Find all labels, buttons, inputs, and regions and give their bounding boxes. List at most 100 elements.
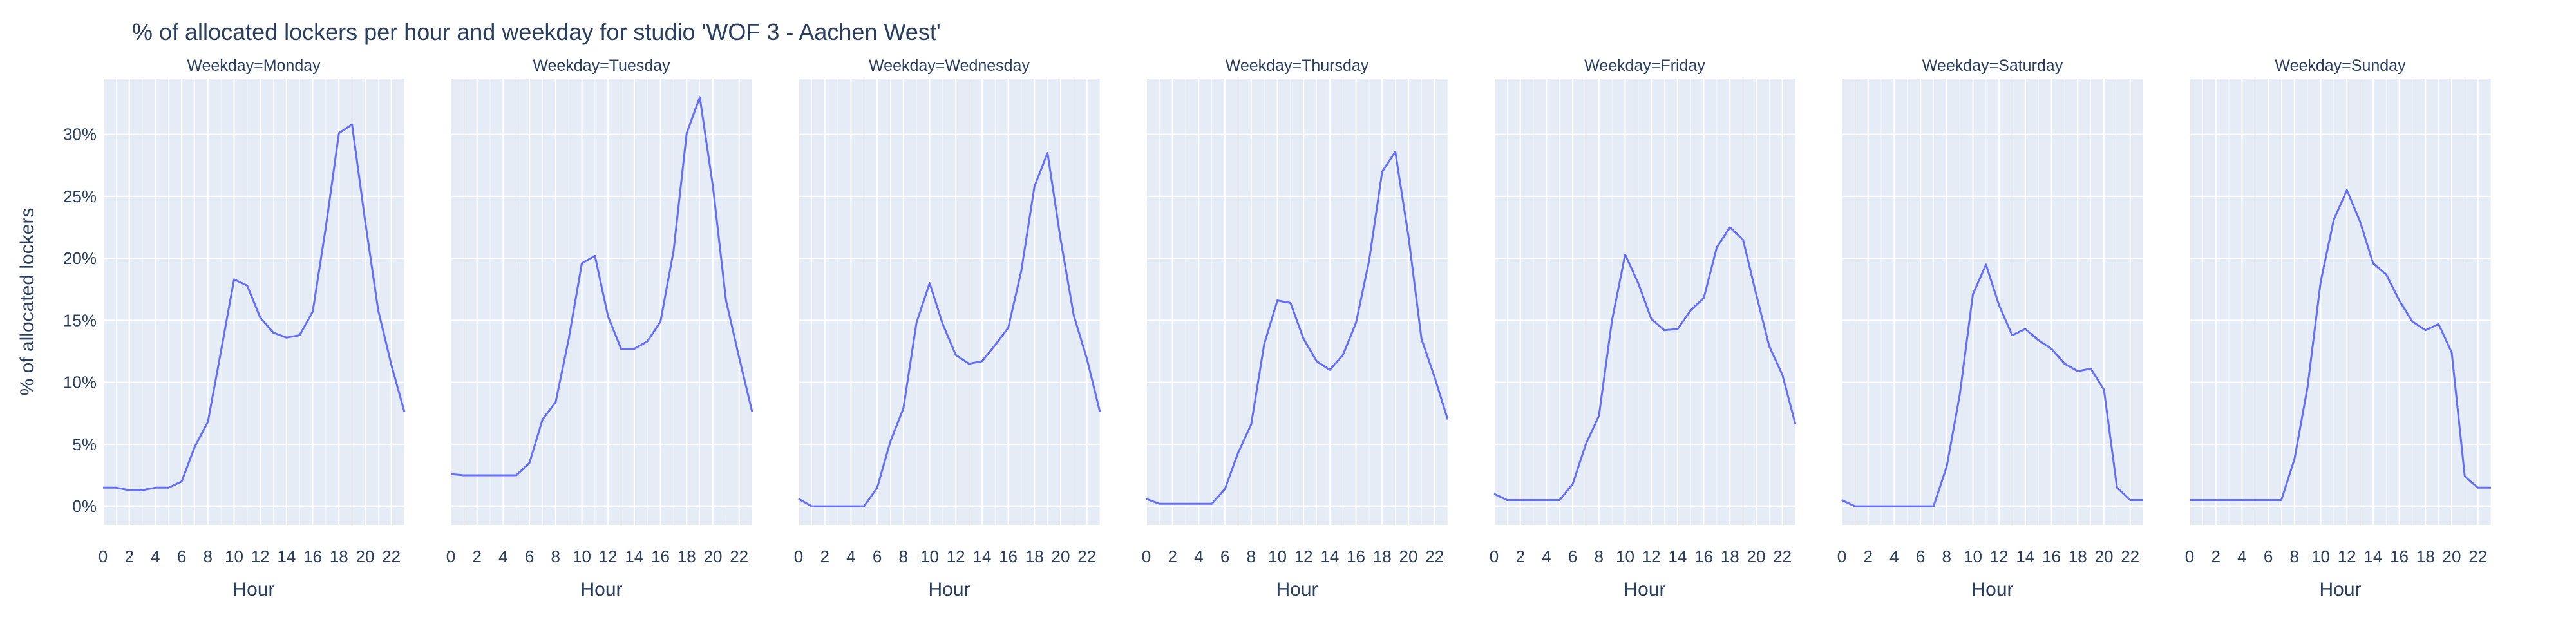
x-tick-label: 6 <box>177 547 186 566</box>
x-tick-label: 14 <box>625 547 643 566</box>
x-tick-label: 6 <box>1568 547 1577 566</box>
x-tick-label: 4 <box>151 547 160 566</box>
x-tick-label: 16 <box>2390 547 2409 566</box>
x-tick-label: 2 <box>1515 547 1524 566</box>
y-tick-label: 10% <box>63 373 97 392</box>
x-tick-label: 6 <box>1916 547 1925 566</box>
x-tick-label: 22 <box>2468 547 2487 566</box>
x-tick-label: 4 <box>2237 547 2246 566</box>
x-tick-label: 6 <box>525 547 534 566</box>
facet-label-monday: Weekday=Monday <box>187 57 321 75</box>
x-tick-label: 10 <box>2311 547 2330 566</box>
x-tick-label: 8 <box>204 547 213 566</box>
x-axis-title-sunday: Hour <box>2319 579 2361 600</box>
x-tick-label: 8 <box>1595 547 1604 566</box>
x-tick-label: 12 <box>251 547 270 566</box>
panel-monday: Weekday=Monday 0 2 4 6 8 10 12 14 16 18 20 22 Hour 0% 5… <box>63 57 406 600</box>
x-tick-label: 14 <box>2016 547 2034 566</box>
x-tick-label: 2 <box>472 547 481 566</box>
x-tick-label: 18 <box>1721 547 1739 566</box>
x-tick-label: 20 <box>1051 547 1070 566</box>
x-tick-label: 16 <box>999 547 1018 566</box>
x-tick-label: 12 <box>599 547 618 566</box>
facet-label-saturday: Weekday=Saturday <box>1922 57 2063 75</box>
x-tick-label: 0 <box>446 547 455 566</box>
plot-area-sunday <box>2190 79 2491 525</box>
facet-label-sunday: Weekday=Sunday <box>2275 57 2406 75</box>
x-tick-label: 16 <box>1694 547 1713 566</box>
chart-title: % of allocated lockers per hour and week… <box>132 19 941 45</box>
x-tick-label: 0 <box>794 547 803 566</box>
series-line-tuesday <box>450 96 753 477</box>
x-tick-label: 12 <box>2338 547 2356 566</box>
x-tick-label: 14 <box>277 547 296 566</box>
x-tick-label: 18 <box>1373 547 1392 566</box>
x-tick-label: 14 <box>2363 547 2382 566</box>
x-tick-label: 4 <box>846 547 855 566</box>
plot-area-saturday <box>1842 79 2143 525</box>
x-tick-label: 10 <box>225 547 243 566</box>
panel-friday: Weekday=Friday 0 2 4 6 8 10 12 14 16 18 20 22 Hour <box>1490 57 1797 600</box>
x-tick-label: 20 <box>1747 547 1765 566</box>
y-tick-label: 5% <box>72 435 97 454</box>
x-tick-label: 6 <box>1220 547 1229 566</box>
panel-saturday: Weekday=Saturday 0 2 4 6 8 10 12 14 16 18 20 22 Hour <box>1837 57 2144 600</box>
facet-label-tuesday: Weekday=Tuesday <box>533 57 670 75</box>
plot-area-tuesday <box>451 79 752 525</box>
panel-wednesday: Weekday=Wednesday 0 2 4 6 8 10 12 14 16 18 20 22 Hour <box>794 57 1101 600</box>
x-tick-label: 16 <box>303 547 322 566</box>
y-tick-label: 25% <box>63 187 97 206</box>
series-line-monday <box>103 123 406 491</box>
x-tick-label: 18 <box>2069 547 2087 566</box>
facet-label-friday: Weekday=Friday <box>1584 57 1705 75</box>
plot-area-wednesday <box>799 79 1100 525</box>
x-tick-label: 22 <box>1773 547 1792 566</box>
plot-area-thursday <box>1146 79 1448 525</box>
x-tick-label: 6 <box>2264 547 2273 566</box>
x-tick-label: 10 <box>1616 547 1634 566</box>
x-tick-label: 2 <box>1863 547 1872 566</box>
facet-label-wednesday: Weekday=Wednesday <box>869 57 1030 75</box>
x-tick-label: 12 <box>1990 547 2009 566</box>
x-tick-label: 2 <box>2211 547 2220 566</box>
x-tick-label: 0 <box>2185 547 2194 566</box>
y-tick-label: 15% <box>63 310 97 330</box>
x-tick-label: 12 <box>1294 547 1313 566</box>
x-tick-label: 20 <box>355 547 374 566</box>
panel-sunday: Weekday=Sunday 0 2 4 6 8 10 12 14 16 18 20 22 Hour <box>2185 57 2492 600</box>
series-line-saturday <box>1841 263 2143 507</box>
x-tick-label: 16 <box>1347 547 1365 566</box>
x-tick-label: 0 <box>99 547 108 566</box>
panel-thursday: Weekday=Thursday 0 2 4 6 8 10 12 14 16 18 20 22 Hour <box>1142 57 1449 600</box>
x-tick-label: 20 <box>703 547 722 566</box>
x-axis-title-friday: Hour <box>1624 579 1665 600</box>
x-tick-label: 18 <box>677 547 696 566</box>
x-tick-label: 4 <box>1194 547 1203 566</box>
x-tick-label: 2 <box>124 547 133 566</box>
x-tick-label: 14 <box>972 547 991 566</box>
x-tick-label: 8 <box>2290 547 2299 566</box>
x-tick-label: 10 <box>573 547 591 566</box>
x-tick-label: 8 <box>1942 547 1951 566</box>
x-tick-label: 22 <box>1077 547 1096 566</box>
x-tick-label: 20 <box>1399 547 1417 566</box>
x-tick-label: 18 <box>330 547 348 566</box>
x-tick-label: 22 <box>730 547 748 566</box>
x-tick-label: 12 <box>1642 547 1661 566</box>
x-tick-label: 10 <box>1268 547 1287 566</box>
x-tick-label: 14 <box>1668 547 1687 566</box>
x-tick-label: 22 <box>1425 547 1444 566</box>
series-line-friday <box>1493 226 1797 501</box>
x-tick-label: 18 <box>1025 547 1044 566</box>
x-tick-label: 0 <box>1837 547 1846 566</box>
x-tick-label: 16 <box>651 547 670 566</box>
x-tick-label: 8 <box>551 547 560 566</box>
y-tick-label: 20% <box>63 249 97 268</box>
x-tick-label: 14 <box>1320 547 1339 566</box>
series-line-wednesday <box>798 152 1101 507</box>
x-tick-label: 6 <box>873 547 882 566</box>
x-axis-title-monday: Hour <box>232 579 274 600</box>
x-axis-title-wednesday: Hour <box>928 579 970 600</box>
